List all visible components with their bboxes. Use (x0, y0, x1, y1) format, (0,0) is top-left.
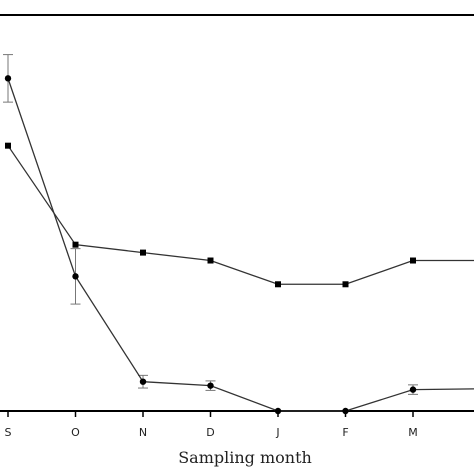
square-marker-6 (410, 257, 416, 264)
x-axis-title: Sampling month (178, 448, 312, 467)
x-tick-label-5: F (342, 426, 348, 439)
square-marker-3 (207, 257, 214, 264)
x-tick-label-3: D (206, 426, 214, 439)
circle-marker-2 (139, 378, 147, 385)
series-lines (7, 78, 474, 412)
circle-marker-3 (207, 382, 214, 389)
square-marker-0 (5, 142, 11, 149)
x-tick-label-0: S (5, 426, 12, 439)
x-tick-label-4: J (275, 426, 279, 439)
x-tick-label-1: O (71, 426, 80, 439)
square-marker-5 (342, 281, 349, 288)
series-0-line (7, 145, 474, 285)
square-marker-2 (140, 249, 146, 256)
series-1-line (7, 78, 474, 412)
circle-marker-1 (72, 273, 79, 280)
square-marker-4 (275, 281, 281, 288)
x-tick-label-6: M (408, 426, 418, 439)
series-markers (4, 75, 417, 415)
error-bars (3, 54, 418, 395)
x-tick-label-2: N (139, 426, 147, 439)
x-axis-ticks (7, 411, 414, 417)
square-marker-1 (72, 241, 79, 248)
circle-marker-6 (409, 386, 417, 393)
circle-marker-0 (4, 75, 12, 82)
